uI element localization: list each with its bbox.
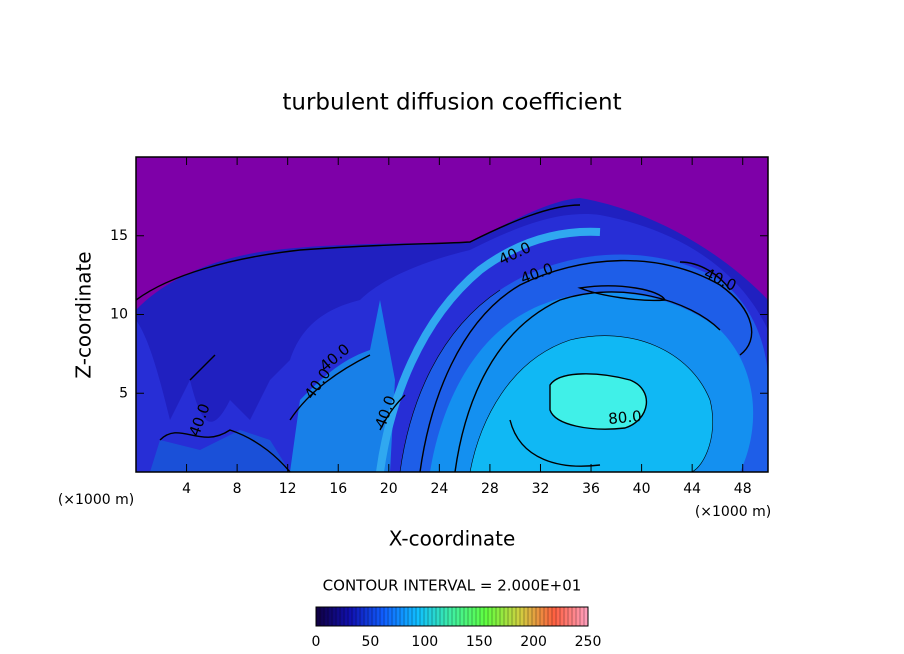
x-tick-label: 44 xyxy=(683,481,701,497)
x-tick-label: 36 xyxy=(582,481,600,497)
chart-title: turbulent diffusion coefficient xyxy=(282,90,621,116)
x-tick-label: 48 xyxy=(734,481,752,497)
x-unit-label: (×1000 m) xyxy=(695,504,771,520)
x-tick-label: 28 xyxy=(481,481,499,497)
contour-interval: CONTOUR INTERVAL = 2.000E+01 xyxy=(323,577,582,595)
colorbar-tick-label: 150 xyxy=(466,634,493,650)
colorbar-tick-label: 50 xyxy=(361,634,379,650)
x-tick-label: 40 xyxy=(633,481,651,497)
x-tick-label: 8 xyxy=(233,481,242,497)
colorbar-tick-label: 200 xyxy=(520,634,547,650)
x-tick-label: 16 xyxy=(329,481,347,497)
x-tick-label: 20 xyxy=(380,481,398,497)
x-tick-label: 4 xyxy=(182,481,191,497)
x-tick-label: 24 xyxy=(430,481,448,497)
y-axis-label: Z-coordinate xyxy=(72,251,96,378)
colorbar-tick-label: 100 xyxy=(411,634,438,650)
x-tick-label: 12 xyxy=(279,481,297,497)
y-tick-label: 10 xyxy=(110,307,128,323)
y-tick-label: 15 xyxy=(110,228,128,244)
x-tick-label: 32 xyxy=(532,481,550,497)
contour-label: 80.0 xyxy=(608,407,643,428)
contour-field xyxy=(136,157,768,472)
colorbar-tick-label: 250 xyxy=(575,634,602,650)
x-unit-label: (×1000 m) xyxy=(58,492,134,508)
x-axis-label: X-coordinate xyxy=(389,527,516,551)
colorbar-tick-label: 0 xyxy=(312,634,321,650)
y-tick-label: 5 xyxy=(119,385,128,401)
